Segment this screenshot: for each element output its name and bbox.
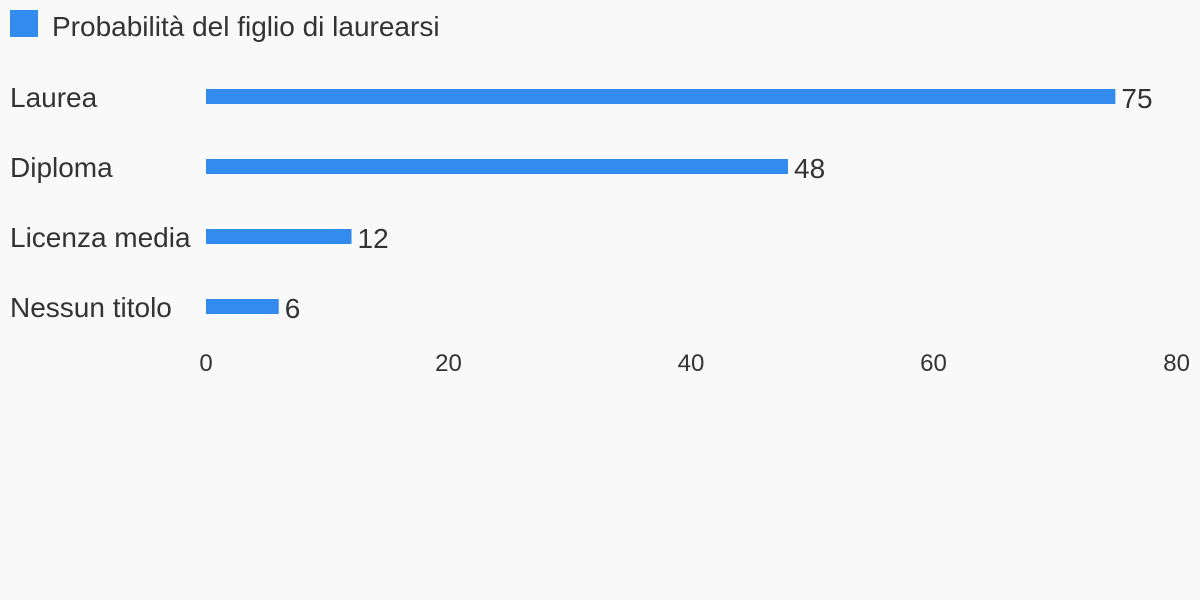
bar	[206, 299, 279, 314]
bar	[206, 89, 1116, 104]
data-label: 48	[794, 153, 825, 184]
bar	[206, 229, 352, 244]
x-tick-label: 0	[199, 350, 212, 377]
legend-swatch	[10, 10, 38, 37]
x-tick-label: 80	[1163, 350, 1190, 377]
data-label: 12	[358, 223, 389, 254]
category-label: Nessun titolo	[10, 292, 172, 323]
plot-area: Laurea 75 Diploma 48 Licenza media 12 Nessun t…	[10, 82, 1190, 377]
category-label: Laurea	[10, 82, 98, 113]
data-label: 6	[285, 293, 301, 324]
x-tick-label: 40	[678, 350, 705, 377]
category-label: Licenza media	[10, 222, 191, 253]
x-tick-label: 60	[920, 350, 947, 377]
data-label: 75	[1121, 83, 1152, 114]
category-label: Diploma	[10, 152, 113, 183]
bar	[206, 159, 788, 174]
legend-label: Probabilità del figlio di laurearsi	[52, 11, 440, 42]
x-tick-label: 20	[435, 350, 462, 377]
